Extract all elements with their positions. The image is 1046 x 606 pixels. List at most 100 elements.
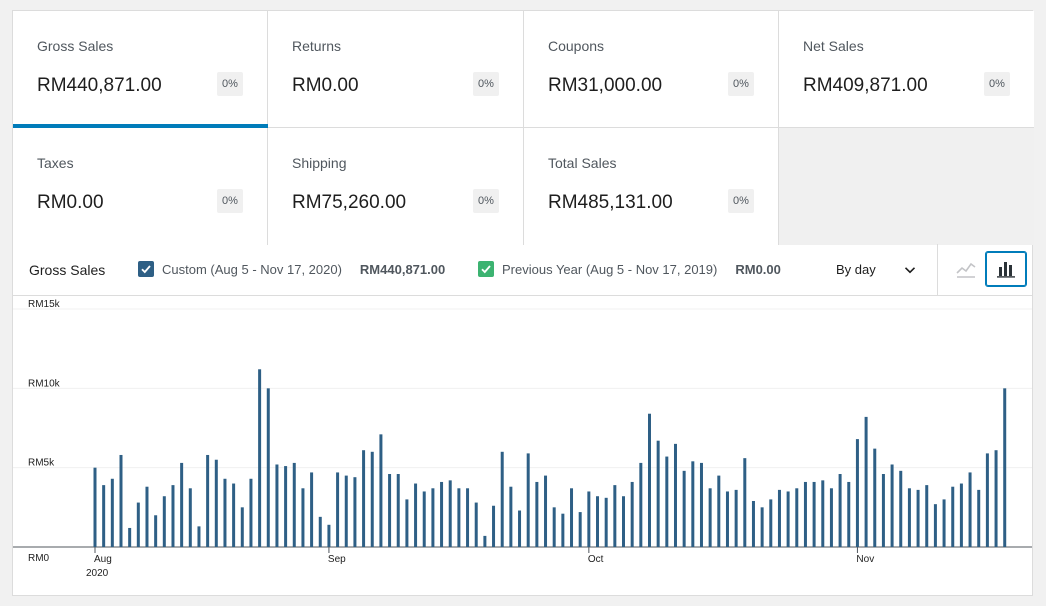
chart-bar[interactable]: [249, 478, 253, 547]
chart-bar[interactable]: [509, 486, 513, 547]
chart-bar[interactable]: [206, 454, 210, 547]
chart-bar[interactable]: [769, 499, 773, 547]
chart-bar[interactable]: [232, 483, 236, 547]
chart-bar[interactable]: [258, 369, 262, 547]
chart-bar[interactable]: [751, 500, 755, 547]
chart-bar[interactable]: [916, 489, 920, 547]
checkbox-previous[interactable]: [478, 261, 494, 277]
chart-bar[interactable]: [518, 510, 522, 547]
chart-bar[interactable]: [119, 454, 123, 547]
chart-bar[interactable]: [336, 472, 340, 547]
legend-current[interactable]: Custom (Aug 5 - Nov 17, 2020) RM440,871.…: [138, 261, 445, 277]
chart-bar[interactable]: [310, 472, 314, 547]
chart-bar[interactable]: [968, 472, 972, 547]
chart-bar[interactable]: [301, 488, 305, 547]
chart-bar[interactable]: [171, 485, 175, 547]
chart-bar[interactable]: [292, 462, 296, 547]
chart-bar[interactable]: [890, 464, 894, 547]
chart-bar[interactable]: [431, 488, 435, 547]
chart-bar[interactable]: [136, 502, 140, 547]
chart-bar[interactable]: [544, 475, 548, 547]
chart-bar[interactable]: [362, 450, 366, 547]
chart-bar[interactable]: [665, 456, 669, 547]
chart-bar[interactable]: [466, 488, 470, 547]
chart-bar[interactable]: [552, 507, 556, 547]
chart-bar[interactable]: [327, 524, 331, 547]
chart-bar[interactable]: [691, 461, 695, 547]
chart-bar[interactable]: [570, 488, 574, 547]
summary-tile[interactable]: Coupons RM31,000.00 0%: [524, 11, 779, 128]
chart-bar[interactable]: [388, 474, 392, 547]
chart-bar[interactable]: [102, 485, 106, 547]
chart-bar[interactable]: [405, 499, 409, 547]
chart-bar[interactable]: [414, 483, 418, 547]
chart-bar[interactable]: [699, 462, 703, 547]
chart-bar[interactable]: [188, 488, 192, 547]
chart-bar[interactable]: [1003, 388, 1007, 547]
chart-bar[interactable]: [838, 474, 842, 547]
chart-bar[interactable]: [777, 489, 781, 547]
summary-tile[interactable]: Returns RM0.00 0%: [268, 11, 524, 128]
chart-bar[interactable]: [708, 488, 712, 547]
chart-bar[interactable]: [881, 474, 885, 547]
chart-bar[interactable]: [284, 466, 288, 547]
chart-bar[interactable]: [656, 440, 660, 547]
chart-bar[interactable]: [925, 485, 929, 547]
chart-bar[interactable]: [933, 504, 937, 547]
chart-bar[interactable]: [396, 474, 400, 547]
chart-bar[interactable]: [457, 488, 461, 547]
chart-bar[interactable]: [648, 413, 651, 547]
chart-bar[interactable]: [760, 507, 764, 547]
chart-bar[interactable]: [977, 489, 981, 547]
chart-bar[interactable]: [440, 481, 444, 547]
chart-bar[interactable]: [353, 477, 357, 547]
chart-bar[interactable]: [535, 481, 539, 547]
chart-bar[interactable]: [803, 481, 807, 547]
chart-bar[interactable]: [613, 485, 617, 547]
chart-bar[interactable]: [474, 502, 478, 547]
chart-bar[interactable]: [500, 451, 504, 547]
chart-bar[interactable]: [110, 478, 114, 547]
summary-tile[interactable]: Taxes RM0.00 0%: [13, 128, 268, 245]
chart-bar[interactable]: [422, 491, 426, 547]
bar-chart-button[interactable]: [985, 251, 1027, 287]
chart-bar[interactable]: [907, 488, 911, 547]
chart-bar[interactable]: [266, 388, 270, 547]
chart-bar[interactable]: [942, 499, 946, 547]
chart-bar[interactable]: [734, 489, 738, 547]
chart-bar[interactable]: [639, 462, 643, 547]
chart-bar[interactable]: [985, 453, 989, 547]
chart-bar[interactable]: [578, 512, 582, 547]
summary-tile[interactable]: Total Sales RM485,131.00 0%: [524, 128, 779, 245]
legend-previous[interactable]: Previous Year (Aug 5 - Nov 17, 2019) RM0…: [478, 261, 781, 277]
chart-bar[interactable]: [864, 416, 868, 547]
chart-bar[interactable]: [873, 448, 877, 547]
chart-bar[interactable]: [630, 481, 634, 547]
chart-bar[interactable]: [622, 496, 625, 547]
chart-bar[interactable]: [492, 505, 496, 547]
interval-select[interactable]: By day: [836, 262, 916, 277]
chart-bar[interactable]: [725, 491, 729, 547]
chart-bar[interactable]: [275, 464, 279, 547]
chart-bar[interactable]: [344, 475, 348, 547]
chart-bar[interactable]: [829, 488, 833, 547]
chart-bar[interactable]: [795, 488, 799, 547]
chart-bar[interactable]: [93, 467, 97, 547]
chart-bar[interactable]: [786, 491, 790, 547]
chart-bar[interactable]: [379, 434, 383, 547]
chart-bar[interactable]: [821, 480, 825, 547]
chart-bar[interactable]: [847, 481, 851, 547]
chart-bar[interactable]: [483, 535, 487, 547]
chart-bar[interactable]: [994, 450, 998, 547]
chart-bar[interactable]: [587, 491, 591, 547]
checkbox-current[interactable]: [138, 261, 154, 277]
chart-bar[interactable]: [604, 497, 608, 547]
chart-bar[interactable]: [370, 451, 374, 547]
chart-bar[interactable]: [682, 470, 686, 547]
chart-bar[interactable]: [526, 453, 530, 547]
summary-tile[interactable]: Net Sales RM409,871.00 0%: [779, 11, 1034, 128]
chart-bar[interactable]: [223, 478, 227, 547]
chart-bar[interactable]: [743, 458, 747, 547]
chart-bar[interactable]: [812, 481, 816, 547]
chart-bar[interactable]: [673, 443, 677, 547]
